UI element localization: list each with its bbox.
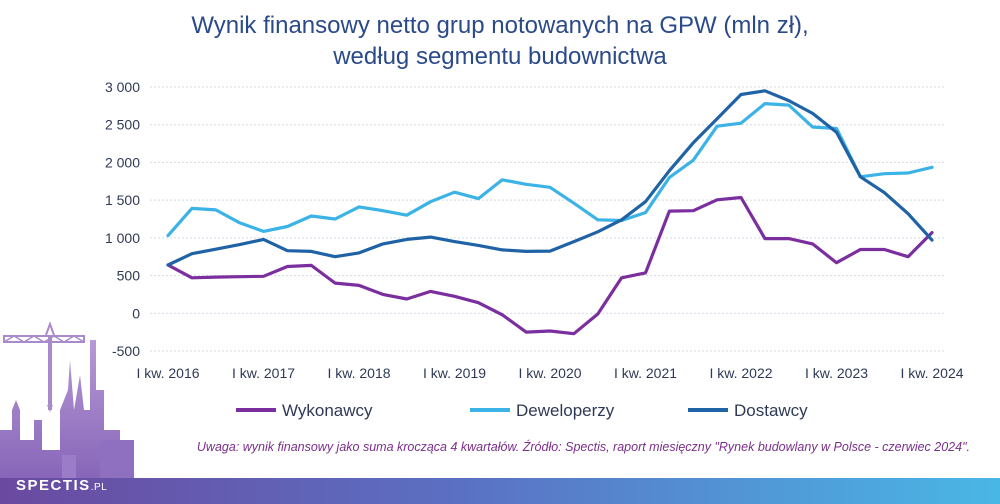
brand-logo: SPECTIS.PL [16,477,107,494]
legend-label-wykonawcy: Wykonawcy [282,401,373,420]
y-tick-label: 2 000 [105,154,140,170]
footer-band [0,478,1000,504]
y-tick-label: 1 500 [105,192,140,208]
y-tick-label: -500 [112,343,140,359]
x-tick-label: I kw. 2024 [900,365,963,381]
source-note: Uwaga: wynik finansowy jako suma krocząc… [196,440,970,454]
series-lines [166,89,934,336]
series-line-deweloperzy [166,101,934,238]
y-tick-label: 0 [132,305,140,321]
chart-title-line1: Wynik finansowy netto grup notowanych na… [191,12,809,39]
x-tick-label: I kw. 2022 [709,365,772,381]
x-tick-label: I kw. 2019 [423,365,486,381]
y-tick-label: 500 [117,268,141,284]
series-line-dostawcy [166,89,934,267]
legend: Wykonawcy Deweloperzy Dostawcy [236,401,808,420]
brand-name: SPECTIS [16,477,91,494]
x-tick-label: I kw. 2017 [232,365,295,381]
y-tick-label: 1 000 [105,230,140,246]
y-axis-ticks: 3 000 2 500 2 000 1 500 1 000 500 0 -500 [105,79,140,359]
x-tick-label: I kw. 2018 [327,365,390,381]
x-tick-label: I kw. 2023 [805,365,868,381]
chart-title-line2: według segmentu budownictwa [333,43,667,70]
series-line-wykonawcy [166,195,934,336]
x-tick-label: I kw. 2016 [136,365,199,381]
chart-title: Wynik finansowy netto grup notowanych na… [0,10,1000,72]
x-axis-ticks: I kw. 2016 I kw. 2017 I kw. 2018 I kw. 2019… [136,365,963,381]
gridlines [150,86,945,352]
y-tick-label: 2 500 [105,117,140,133]
y-tick-label: 3 000 [105,79,140,95]
x-tick-label: I kw. 2021 [614,365,677,381]
legend-label-deweloperzy: Deweloperzy [516,401,615,420]
x-tick-label: I kw. 2020 [518,365,581,381]
legend-label-dostawcy: Dostawcy [734,401,808,420]
brand-suffix: .PL [90,482,108,493]
